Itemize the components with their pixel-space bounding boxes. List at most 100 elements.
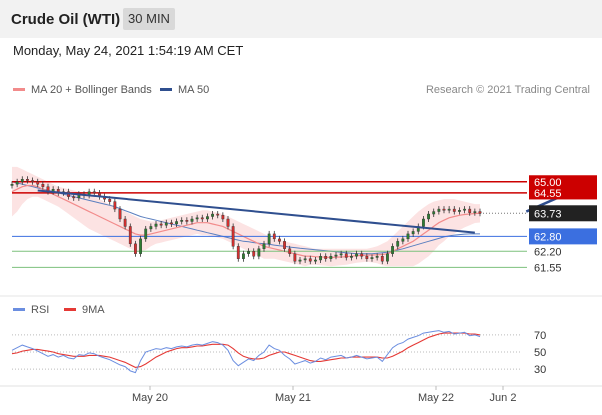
trendline	[37, 189, 475, 234]
candle-body	[154, 223, 158, 227]
candle-body	[463, 208, 466, 211]
candle-body	[190, 218, 194, 222]
candle-body	[319, 256, 322, 261]
ma20-line	[11, 184, 481, 259]
candle-body	[200, 217, 204, 220]
research-credit: Research © 2021 Trading Central	[426, 84, 590, 96]
candle-body	[15, 181, 19, 185]
rsi-ma-legend-label: 9MA	[82, 304, 105, 316]
rsi-ma-line	[11, 332, 481, 368]
candle-body	[31, 180, 34, 182]
candle-body	[303, 258, 307, 261]
time-tick-label-0: May 20	[132, 392, 168, 404]
candle-body	[478, 211, 482, 214]
candle-body	[437, 208, 441, 212]
ma50-line	[11, 181, 480, 255]
candle-body	[329, 256, 333, 259]
candle-body	[10, 184, 14, 186]
rsi-ma-legend-swatch	[64, 308, 76, 311]
support-label-5: 61.55	[534, 262, 562, 274]
candle-body	[267, 233, 271, 245]
candle-body	[452, 208, 456, 212]
candle-body	[257, 248, 261, 257]
candle-body	[41, 184, 45, 187]
candle-body	[149, 226, 153, 230]
candle-body	[293, 253, 297, 262]
candle-body	[211, 213, 214, 217]
candle-body	[72, 196, 76, 199]
candle-body	[216, 213, 220, 216]
candle-body	[324, 256, 328, 259]
candle-body	[375, 256, 379, 258]
pivot-label-box	[529, 228, 597, 245]
candle-body	[365, 256, 369, 259]
timeframe-button[interactable]: 30 MIN	[123, 8, 175, 30]
candle-body	[355, 253, 358, 257]
candle-body	[180, 220, 184, 222]
last-price-label-box	[529, 205, 597, 222]
candle-body	[442, 208, 446, 211]
candle-body	[386, 253, 389, 262]
candle-body	[406, 233, 410, 240]
candle-body	[118, 208, 122, 220]
candle-body	[288, 248, 292, 254]
instrument-title: Crude Oil (WTI)	[11, 11, 121, 28]
price-chart: MA 20 + Bollinger Bands MA 50 Research ©…	[0, 84, 602, 404]
candle-body	[226, 218, 230, 227]
rsi-level-label-70: 70	[534, 330, 546, 342]
rsi-legend-swatch	[13, 308, 25, 311]
time-tick-label-3: Jun 2	[490, 392, 517, 404]
candle-body	[468, 208, 472, 213]
candle-body	[185, 220, 189, 222]
ma20-legend-label: MA 20 + Bollinger Bands	[31, 84, 152, 96]
candle-body	[401, 238, 405, 242]
timestamp: Monday, May 24, 2021 1:54:19 AM CET	[13, 43, 244, 58]
candle-body	[391, 246, 394, 254]
candle-body	[278, 238, 281, 242]
candle-body	[314, 259, 317, 262]
candle-body	[422, 218, 425, 227]
candle-body	[231, 226, 235, 247]
candle-body	[272, 233, 276, 240]
candle-body	[247, 251, 250, 254]
resistance-label-1: 64.55	[534, 188, 562, 200]
last-price-label: 63.73	[534, 208, 562, 220]
rsi-level-label-30: 30	[534, 364, 546, 376]
candle-body	[123, 218, 127, 227]
candle-body	[283, 241, 286, 249]
candle-body	[262, 243, 266, 249]
time-tick-label-1: May 21	[275, 392, 311, 404]
candle-body	[380, 256, 384, 262]
candle-body	[396, 241, 400, 247]
candle-body	[344, 253, 348, 258]
candle-body	[134, 243, 137, 254]
time-tick-label-2: May 22	[418, 392, 454, 404]
candle-body	[298, 259, 302, 262]
candle-body	[144, 228, 148, 240]
ma50-legend-label: MA 50	[178, 84, 209, 96]
candle-body	[360, 253, 364, 257]
candle-body	[175, 221, 178, 225]
candle-body	[432, 211, 436, 215]
candle-body	[206, 216, 209, 220]
candle-body	[236, 246, 240, 259]
candle-body	[128, 226, 132, 245]
candle-body	[36, 181, 40, 185]
rsi-legend-label: RSI	[31, 304, 49, 316]
candle-body	[20, 179, 24, 182]
candle-body	[170, 222, 173, 225]
candle-body	[221, 215, 225, 220]
time-axis: May 20 May 21 May 22 Jun 2	[0, 385, 602, 404]
candle-body	[92, 191, 96, 194]
candle-body	[195, 217, 199, 220]
candle-body	[139, 238, 142, 254]
rsi-line	[11, 330, 481, 374]
candle-body	[458, 210, 461, 212]
candle-body	[411, 231, 415, 235]
candle-body	[113, 201, 117, 210]
moving-averages	[11, 181, 481, 259]
resistance-label-box-0	[529, 175, 597, 189]
resistance-label-box-1	[529, 186, 597, 200]
pivot-label: 62.80	[534, 231, 562, 243]
